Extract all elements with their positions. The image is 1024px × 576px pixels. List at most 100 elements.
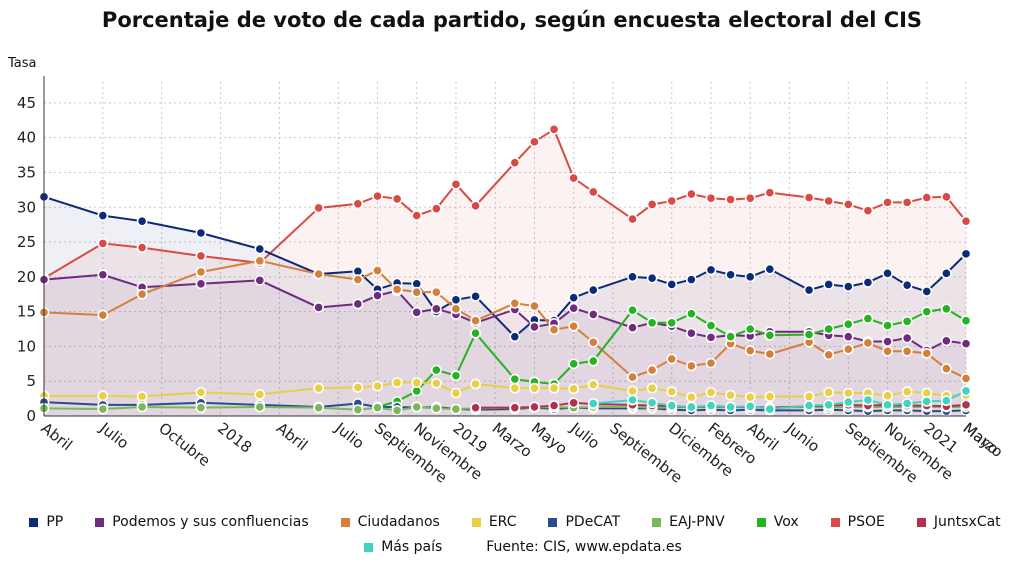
point-psoe [921, 192, 933, 203]
point-pp [842, 281, 854, 292]
point-erc [842, 387, 854, 399]
point-vox [568, 358, 580, 370]
legend-item-psoe[interactable]: PSOE [830, 514, 885, 530]
x-tick-label: Marzo [489, 419, 536, 461]
point-podemos-y-sus-confluencias [627, 322, 638, 334]
point-podemos-y-sus-confluencias [587, 309, 599, 320]
legend-item-juntsxcat[interactable]: JuntsxCat [916, 514, 1001, 530]
point-ciudadanos [862, 337, 874, 349]
point-eaj-pnv [411, 401, 423, 413]
point-ciudadanos [195, 266, 207, 278]
point-juntsxcat [548, 400, 560, 411]
legend-item-pp[interactable]: PP [29, 514, 63, 530]
point-eaj-pnv [372, 402, 383, 414]
point-eaj-pnv [430, 402, 442, 414]
point-eaj-pnv [391, 405, 403, 416]
legend-item-vox[interactable]: Vox [756, 514, 799, 530]
point-vox [882, 320, 893, 331]
point-mas-pais [725, 401, 736, 413]
legend-swatch [340, 517, 350, 527]
point-psoe [548, 123, 560, 135]
legend-item-mas-pais[interactable]: Más país [364, 539, 442, 555]
point-podemos-y-sus-confluencias [685, 327, 697, 339]
legend-row: PP Podemos y sus confluencias Ciudadanos ER… [15, 514, 1015, 530]
y-tick-label: 40 [17, 129, 36, 147]
point-eaj-pnv [313, 402, 325, 414]
point-eaj-pnv [254, 401, 266, 413]
point-podemos-y-sus-confluencias [842, 331, 854, 343]
point-ciudadanos [352, 274, 364, 286]
point-mas-pais [823, 399, 835, 411]
point-erc [646, 382, 658, 394]
point-mas-pais [744, 400, 756, 412]
point-eaj-pnv [97, 403, 109, 415]
point-mas-pais [901, 398, 913, 409]
legend-label: Ciudadanos [357, 514, 440, 530]
point-vox [450, 370, 462, 382]
point-erc [882, 390, 893, 402]
point-vox [842, 318, 854, 330]
legend-label: PP [46, 514, 64, 530]
point-podemos-y-sus-confluencias [372, 290, 383, 302]
point-vox [901, 315, 913, 327]
legend-label: ERC [488, 514, 517, 530]
legend-item-erc[interactable]: ERC [471, 514, 517, 530]
legend-item-eaj-pnv[interactable]: EAJ-PNV [652, 514, 725, 530]
point-mas-pais [862, 394, 874, 406]
point-mas-pais [646, 397, 658, 409]
point-pp [901, 279, 913, 291]
point-ciudadanos [97, 309, 109, 321]
point-vox [430, 364, 442, 376]
point-pp [509, 331, 521, 343]
legend-item-pdecat[interactable]: PDeCAT [548, 514, 620, 530]
point-ciudadanos [901, 345, 913, 357]
series-point-layer [38, 123, 972, 417]
point-psoe [391, 193, 403, 205]
point-psoe [882, 196, 893, 208]
point-psoe [529, 136, 540, 148]
point-vox [470, 327, 481, 339]
point-pp [685, 274, 697, 286]
point-mas-pais [627, 394, 638, 406]
point-erc [313, 382, 325, 394]
point-psoe [470, 200, 481, 212]
point-ciudadanos [823, 349, 835, 361]
point-mas-pais [842, 396, 854, 408]
legend-item-ciudadanos[interactable]: Ciudadanos [340, 514, 440, 530]
legend-item-podemos-y-sus-confluencias[interactable]: Podemos y sus confluencias [95, 514, 309, 530]
point-podemos-y-sus-confluencias [529, 321, 540, 333]
legend-row: Más país Fuente: CIS, www.epdata.es [15, 539, 1015, 555]
point-vox [509, 373, 521, 385]
point-ciudadanos [882, 345, 893, 357]
point-ciudadanos [411, 286, 423, 298]
point-psoe [430, 203, 442, 215]
point-pp [744, 271, 756, 283]
area-pp [44, 196, 966, 416]
point-podemos-y-sus-confluencias [411, 306, 423, 318]
point-mas-pais [764, 403, 776, 415]
point-psoe [587, 186, 599, 198]
point-vox [940, 303, 952, 315]
point-pp [803, 284, 815, 296]
point-pp [725, 269, 736, 281]
point-ciudadanos [450, 303, 462, 315]
point-ciudadanos [646, 364, 658, 376]
legend-swatch [756, 517, 766, 527]
point-vox [744, 323, 756, 335]
point-ciudadanos [254, 255, 266, 267]
point-psoe [195, 250, 207, 262]
point-podemos-y-sus-confluencias [352, 298, 364, 310]
chart-title: Porcentaje de voto de cada partido, segú… [101, 8, 923, 32]
x-tick-label: Julio [566, 418, 603, 452]
point-erc [725, 389, 736, 401]
point-pp [97, 210, 109, 221]
legend-label: Vox [773, 514, 799, 530]
point-psoe [764, 187, 776, 199]
point-erc [823, 386, 835, 398]
point-pp [254, 243, 266, 255]
legend-label: Podemos y sus confluencias [112, 514, 309, 530]
point-juntsxcat [529, 401, 540, 413]
point-psoe [411, 210, 423, 221]
point-vox [862, 313, 874, 324]
point-psoe [568, 172, 580, 184]
